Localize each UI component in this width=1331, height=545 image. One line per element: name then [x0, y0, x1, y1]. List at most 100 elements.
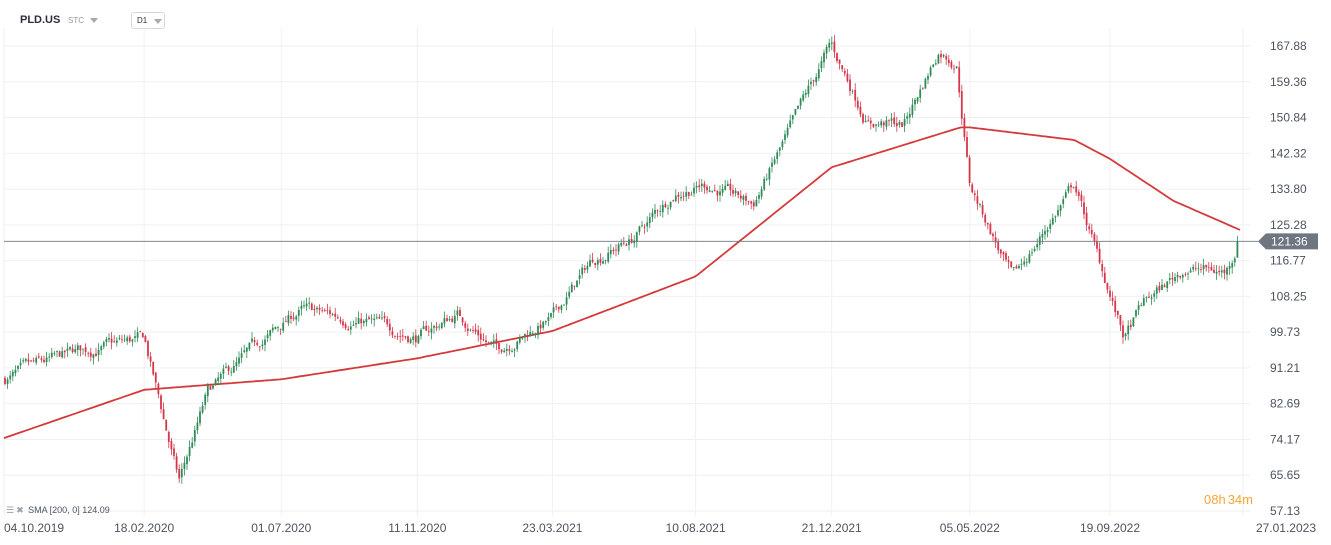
candle-body	[238, 357, 240, 364]
candle-body	[984, 215, 987, 223]
candle-body	[578, 275, 581, 279]
candle-body	[685, 192, 688, 197]
candle-body	[316, 307, 318, 310]
candle-body	[963, 117, 966, 137]
candle-body	[734, 190, 737, 194]
candle-body	[58, 351, 61, 357]
candle-body	[222, 368, 225, 374]
candle-body	[661, 204, 664, 213]
candle-body	[672, 200, 675, 202]
candle-body	[206, 385, 209, 397]
candle-body	[349, 326, 352, 330]
candle-body	[87, 352, 90, 354]
candle-body	[875, 124, 877, 126]
candle-body	[992, 233, 994, 237]
candle-body	[737, 191, 740, 196]
candle-body	[1163, 285, 1166, 288]
candle-body	[165, 419, 168, 431]
timeframe-value: D1	[137, 16, 148, 25]
candle-body	[160, 395, 162, 410]
candle-body	[1103, 272, 1106, 284]
candle-body	[1028, 254, 1031, 263]
candle-body	[178, 468, 181, 479]
candle-body	[628, 239, 630, 246]
candle-body	[833, 41, 836, 53]
candle-body	[144, 336, 147, 342]
candle-body	[693, 187, 695, 194]
candle-body	[810, 81, 812, 85]
candle-body	[838, 59, 841, 64]
candle-body	[760, 189, 763, 197]
candle-body	[4, 377, 6, 384]
candle-body	[1067, 186, 1070, 192]
candle-body	[1116, 310, 1119, 315]
candle-body	[1207, 266, 1210, 268]
candle-body	[82, 348, 84, 350]
candle-body	[1101, 264, 1104, 272]
candle-body	[1176, 274, 1179, 278]
remove-indicator-icon[interactable]: ✖	[16, 505, 24, 515]
candle-body	[966, 136, 968, 157]
candle-body	[19, 362, 22, 366]
candle-body	[573, 285, 576, 287]
candle-body	[495, 339, 498, 344]
candle-body	[334, 313, 337, 317]
symbol-dropdown-chevron-icon[interactable]	[90, 18, 98, 23]
sma-legend-value: 124.09	[82, 505, 110, 515]
candle-body	[74, 349, 77, 353]
candle-body	[396, 335, 399, 337]
candle-body	[534, 333, 537, 335]
candle-body	[300, 305, 303, 309]
candle-body	[513, 349, 516, 351]
candle-body	[934, 63, 937, 65]
candle-body	[565, 297, 568, 305]
candle-body	[1220, 270, 1223, 273]
x-tick-label: 21.12.2021	[802, 521, 862, 535]
candle-body	[284, 321, 287, 323]
candle-body	[1194, 267, 1197, 269]
candle-body	[1041, 233, 1044, 238]
candle-body	[516, 341, 519, 350]
candle-body	[906, 116, 909, 119]
candle-body	[781, 141, 784, 148]
candle-body	[227, 366, 230, 372]
candle-body	[854, 89, 857, 101]
candle-body	[313, 308, 316, 311]
candle-body	[1181, 275, 1184, 278]
candle-body	[591, 259, 594, 262]
candle-body	[589, 260, 591, 267]
candle-body	[1010, 261, 1013, 267]
candle-body	[521, 336, 524, 339]
candle-body	[568, 291, 571, 297]
candle-body	[1070, 185, 1072, 188]
candle-body	[331, 314, 334, 316]
candle-body	[373, 318, 376, 321]
candle-body	[212, 385, 214, 389]
indicator-settings-icon[interactable]: ☰	[6, 505, 15, 515]
candle-body	[440, 323, 443, 328]
candle-body	[1111, 298, 1114, 301]
candle-body	[27, 359, 30, 362]
candle-body	[17, 365, 19, 369]
candle-body	[399, 335, 402, 337]
sma-legend[interactable]: ☰ ✖ SMA [200, 0] 124.09	[6, 505, 110, 516]
candle-body	[828, 43, 831, 48]
candle-body	[243, 350, 246, 352]
y-tick-label: 116.77	[1270, 254, 1306, 268]
candle-body	[511, 351, 513, 353]
candle-body	[420, 329, 422, 337]
candle-body	[282, 322, 285, 331]
candle-body	[708, 190, 711, 192]
candle-body	[466, 328, 469, 331]
timeframe-select[interactable]: D1	[131, 12, 165, 29]
candle-body	[880, 121, 883, 126]
candle-body	[750, 201, 753, 204]
symbol-label[interactable]: PLD.US	[20, 14, 61, 26]
candle-body	[677, 194, 680, 197]
candle-body	[505, 348, 508, 351]
candle-body	[394, 335, 396, 337]
candle-body	[802, 94, 805, 101]
candle-body	[552, 307, 555, 313]
candle-body	[786, 127, 789, 136]
